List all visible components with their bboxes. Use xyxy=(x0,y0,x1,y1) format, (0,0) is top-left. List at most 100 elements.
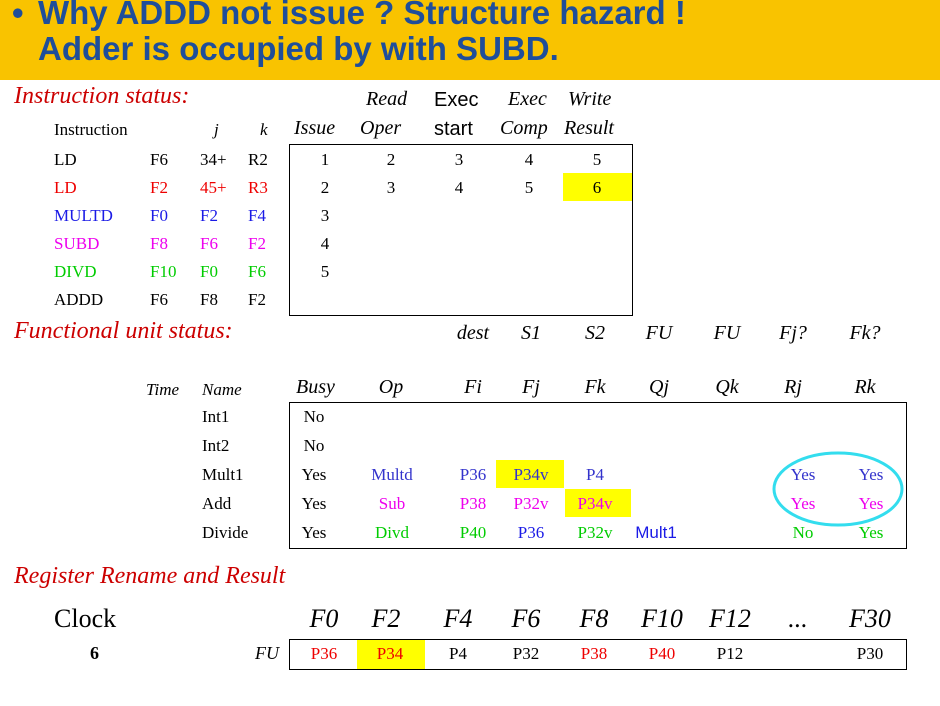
fu-fj: P34v xyxy=(513,465,549,484)
banner-line-2: Adder is occupied by with SUBD. xyxy=(38,30,559,67)
fu-fk: P34v xyxy=(577,494,613,513)
fu-name: Int1 xyxy=(202,407,230,426)
hdr-fk: Fk? xyxy=(849,322,881,344)
instr-exec: 4 xyxy=(454,178,464,197)
instr-j: F0 xyxy=(200,262,218,281)
instr-dst: F6 xyxy=(150,290,168,309)
fu-fi: P40 xyxy=(459,523,487,542)
reg-value: P36 xyxy=(310,644,338,663)
fu-fj: P32v xyxy=(513,494,549,513)
hdr-s1: S1 xyxy=(521,322,541,344)
instr-op: MULTD xyxy=(54,206,113,225)
instr-issue: 1 xyxy=(320,150,330,169)
fu-rj: Yes xyxy=(790,465,816,484)
instr-dst: F0 xyxy=(150,206,168,225)
hdr-fi: Fi xyxy=(464,376,482,398)
fu-fk: P32v xyxy=(577,523,613,542)
instr-comp: 4 xyxy=(524,150,534,169)
instr-write: 6 xyxy=(592,178,602,197)
fu-rj: Yes xyxy=(790,494,816,513)
reg-name: F4 xyxy=(443,604,473,633)
hdr-exec: Exec xyxy=(434,89,479,111)
instr-j: F2 xyxy=(200,206,218,225)
instr-op: LD xyxy=(54,150,77,169)
fu-fj: P36 xyxy=(517,523,545,542)
hdr-fu2: FU xyxy=(713,322,741,344)
hdr-read: Read xyxy=(366,88,408,110)
hdr-rk: Rk xyxy=(854,376,876,398)
fu-rk: Yes xyxy=(858,523,884,542)
instr-j: F8 xyxy=(200,290,218,309)
reg-name: F30 xyxy=(849,604,891,633)
hdr-dest: dest xyxy=(456,322,490,344)
f2-highlight xyxy=(357,640,425,669)
fj-highlight xyxy=(496,460,564,488)
banner-line-1: Why ADDD not issue ? Structure hazard ! xyxy=(38,0,686,31)
reg-name: F0 xyxy=(309,604,339,633)
fu-status-box xyxy=(289,402,907,549)
hdr-fu1: FU xyxy=(645,322,673,344)
hdr-k: k xyxy=(260,120,268,139)
instr-dst: F2 xyxy=(150,178,168,197)
fu-name: Int2 xyxy=(202,436,230,455)
instr-op: DIVD xyxy=(54,262,97,281)
fu-busy: No xyxy=(303,436,325,455)
instr-read: 3 xyxy=(386,178,396,197)
clock-label: Clock xyxy=(54,604,117,633)
instr-dst: F8 xyxy=(150,234,168,253)
hdr-exec2: Exec xyxy=(508,88,547,110)
ready-operands-circle xyxy=(772,451,904,527)
fu-rk: Yes xyxy=(858,465,884,484)
reg-value: P38 xyxy=(580,644,608,663)
reg-value: P12 xyxy=(716,644,744,663)
fk-highlight xyxy=(565,489,631,517)
register-rename-title: Register Rename and Result xyxy=(14,563,286,589)
instr-j: 45+ xyxy=(200,178,227,197)
fu-name: Mult1 xyxy=(202,465,244,484)
hdr-fj: Fj? xyxy=(779,322,807,344)
fu-row-label: FU xyxy=(255,643,279,663)
fu-qj: Mult1 xyxy=(635,523,677,542)
reg-name: F12 xyxy=(709,604,751,633)
hdr-fkcol: Fk xyxy=(584,376,606,398)
hdr-result: Result xyxy=(564,117,614,139)
reg-value: P4 xyxy=(449,644,467,663)
fu-name: Divide xyxy=(202,523,249,542)
instr-write: 5 xyxy=(592,150,602,169)
instr-k: F6 xyxy=(248,262,266,281)
instruction-status-title: Instruction status: xyxy=(14,83,190,109)
hdr-instruction: Instruction xyxy=(54,120,128,139)
instr-j: 34+ xyxy=(200,150,227,169)
instr-issue: 2 xyxy=(320,178,330,197)
hdr-fjcol: Fj xyxy=(522,376,540,398)
fu-rj: No xyxy=(792,523,814,542)
fu-busy: No xyxy=(303,407,325,426)
reg-value: P34 xyxy=(376,644,404,663)
banner-bullet: • xyxy=(12,0,24,31)
clock-value: 6 xyxy=(90,643,99,663)
fu-fi: P36 xyxy=(459,465,487,484)
instr-k: F4 xyxy=(248,206,266,225)
title-banner xyxy=(0,0,940,80)
hdr-issue: Issue xyxy=(294,117,336,139)
instr-issue: 4 xyxy=(320,234,330,253)
reg-name: ... xyxy=(788,604,808,633)
hdr-comp: Comp xyxy=(500,117,548,139)
hdr-oper: Oper xyxy=(360,117,402,139)
instr-k: R3 xyxy=(248,178,268,197)
hdr-op: Op xyxy=(378,376,404,398)
hdr-busy: Busy xyxy=(296,376,335,398)
hdr-write: Write xyxy=(568,88,612,110)
instr-op: LD xyxy=(54,178,77,197)
fu-op: Divd xyxy=(375,523,409,542)
hdr-qk: Qk xyxy=(715,376,739,398)
instr-op: ADDD xyxy=(54,290,104,309)
register-rename-box xyxy=(289,639,907,670)
fu-fi: P38 xyxy=(459,494,487,513)
instr-j: F6 xyxy=(200,234,218,253)
fu-busy: Yes xyxy=(301,523,327,542)
instruction-status-box xyxy=(289,144,633,316)
reg-value: P32 xyxy=(512,644,540,663)
hdr-time: Time xyxy=(146,380,180,399)
fu-op: Sub xyxy=(378,494,406,513)
